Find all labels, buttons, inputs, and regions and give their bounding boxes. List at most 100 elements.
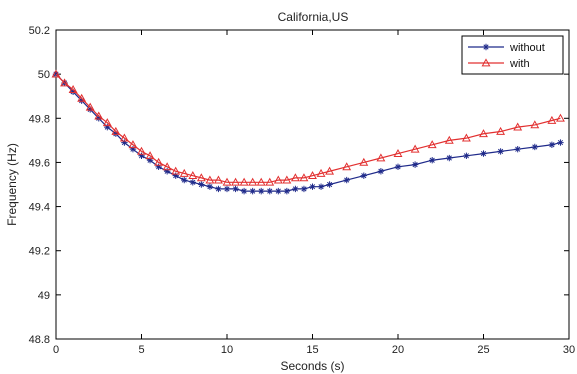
data-point-without bbox=[531, 143, 538, 151]
data-point-with bbox=[290, 173, 300, 182]
data-point-without bbox=[497, 148, 504, 155]
x-tick-label: 10 bbox=[221, 344, 233, 356]
data-point-with bbox=[137, 146, 146, 155]
data-point-with bbox=[162, 162, 172, 171]
series-with bbox=[51, 69, 565, 186]
data-point-with bbox=[299, 173, 309, 182]
data-point-without bbox=[463, 152, 470, 160]
data-point-with bbox=[102, 118, 112, 127]
data-point-without bbox=[181, 176, 188, 184]
x-tick-label: 0 bbox=[53, 344, 59, 356]
data-point-with bbox=[119, 133, 129, 142]
data-point-with bbox=[556, 113, 565, 122]
data-point-with bbox=[410, 144, 420, 153]
data-point-without bbox=[129, 145, 137, 153]
data-point-with bbox=[325, 166, 335, 175]
data-point-without bbox=[309, 183, 316, 190]
x-tick-label: 20 bbox=[392, 344, 404, 356]
chart-title: California,US bbox=[278, 10, 349, 24]
y-axis-title: Frequency (Hz) bbox=[5, 143, 19, 226]
data-point-with bbox=[188, 171, 198, 180]
data-point-with bbox=[85, 102, 95, 111]
data-point-with bbox=[239, 177, 249, 186]
x-tick-label: 30 bbox=[563, 344, 575, 356]
y-tick-label: 49.8 bbox=[29, 113, 50, 125]
data-point-without bbox=[514, 145, 521, 153]
series-layer bbox=[51, 69, 565, 195]
legend-item-without: without bbox=[468, 42, 545, 54]
legend-item-with: with bbox=[468, 58, 530, 70]
data-point-without bbox=[172, 172, 179, 179]
data-point-with bbox=[376, 153, 386, 162]
data-point-without bbox=[557, 139, 564, 146]
data-point-without bbox=[69, 88, 77, 95]
data-point-without bbox=[480, 150, 487, 157]
data-point-without bbox=[198, 181, 205, 188]
x-tick-label: 15 bbox=[306, 344, 318, 356]
data-point-with bbox=[444, 135, 454, 144]
data-point-without bbox=[446, 154, 453, 162]
data-point-with bbox=[256, 177, 266, 186]
y-tick-label: 49.2 bbox=[29, 246, 50, 258]
data-point-with bbox=[171, 166, 181, 175]
data-point-without bbox=[429, 157, 436, 164]
data-point-with bbox=[128, 140, 138, 149]
y-tick-label: 50.2 bbox=[29, 25, 50, 37]
legend-label-without: without bbox=[509, 42, 545, 54]
data-point-without bbox=[163, 168, 171, 175]
data-point-without bbox=[326, 181, 333, 188]
data-point-with bbox=[316, 168, 326, 177]
data-point-without bbox=[146, 157, 154, 164]
legend-box bbox=[461, 35, 564, 75]
y-tick-label: 48.8 bbox=[29, 334, 50, 346]
y-tick-label: 49.4 bbox=[29, 202, 50, 214]
data-point-without bbox=[548, 141, 556, 148]
data-point-without bbox=[317, 183, 325, 190]
data-point-without bbox=[300, 185, 308, 193]
data-point-with bbox=[265, 177, 275, 186]
data-point-without bbox=[104, 123, 111, 131]
data-point-without bbox=[206, 183, 214, 190]
data-point-without bbox=[343, 176, 350, 184]
series-line-with bbox=[55, 73, 561, 183]
data-point-without bbox=[121, 139, 128, 146]
data-point-without bbox=[138, 152, 145, 160]
data-point-without bbox=[240, 187, 248, 195]
data-point-with bbox=[308, 171, 317, 180]
data-point-with bbox=[154, 157, 164, 166]
data-point-with bbox=[179, 168, 189, 177]
data-point-without bbox=[266, 187, 273, 195]
data-point-without bbox=[95, 115, 102, 122]
y-tick-label: 49 bbox=[38, 290, 50, 302]
data-point-with bbox=[496, 126, 506, 135]
data-point-without bbox=[232, 185, 239, 193]
data-point-without bbox=[223, 185, 231, 193]
data-point-with bbox=[393, 148, 403, 157]
x-tick-label: 25 bbox=[477, 344, 489, 356]
data-point-with bbox=[461, 133, 471, 142]
data-point-without bbox=[112, 130, 120, 137]
data-point-with bbox=[222, 177, 232, 186]
data-point-without bbox=[360, 172, 367, 179]
data-point-without bbox=[292, 185, 299, 193]
data-point-without bbox=[215, 185, 222, 193]
data-point-with bbox=[77, 93, 87, 102]
data-point-with bbox=[214, 175, 223, 184]
data-point-without bbox=[189, 179, 196, 186]
data-point-with bbox=[231, 177, 240, 186]
data-point-with bbox=[513, 122, 523, 131]
data-point-with bbox=[427, 140, 437, 149]
legend-marker-with bbox=[481, 58, 491, 67]
data-point-with bbox=[479, 129, 488, 138]
data-point-without bbox=[78, 97, 85, 104]
data-point-with bbox=[111, 126, 121, 135]
data-point-without bbox=[87, 106, 94, 113]
data-point-without bbox=[155, 163, 162, 171]
axis-ticks: 0 5 10 15 20 25 30 48.8 49 49.2 49.4 49.6 49.8 50 50.2 bbox=[29, 25, 576, 356]
x-tick-label: 5 bbox=[138, 344, 144, 356]
data-point-with bbox=[273, 175, 283, 184]
data-point-without bbox=[411, 161, 419, 168]
data-point-with bbox=[547, 115, 557, 124]
y-tick-label: 50 bbox=[38, 69, 50, 81]
